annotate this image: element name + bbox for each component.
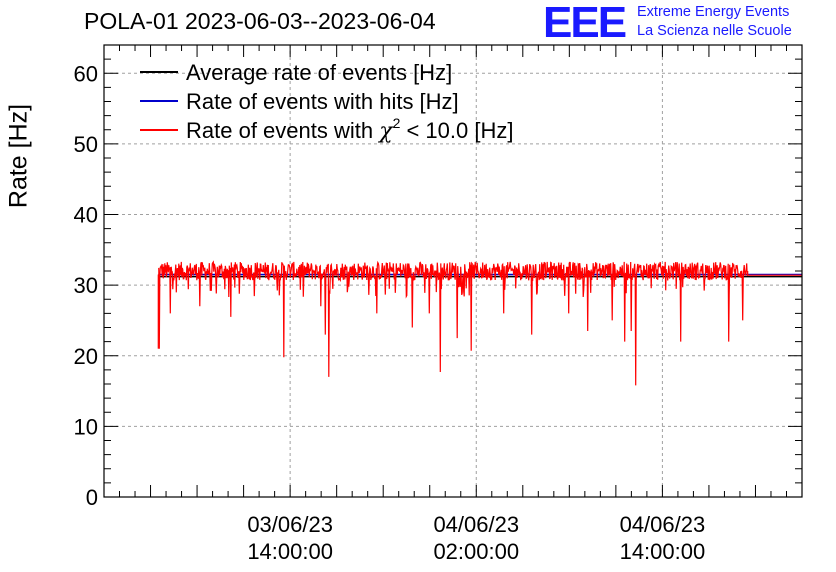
series-layer xyxy=(157,260,802,386)
series-chi2-line xyxy=(157,260,802,386)
logo-caption-line1: Extreme Energy Events xyxy=(637,4,790,20)
y-tick-label: 50 xyxy=(74,132,98,157)
eee-logo: EEE xyxy=(543,0,627,47)
y-tick-label: 10 xyxy=(74,414,98,439)
legend-label: Average rate of events [Hz] xyxy=(186,60,452,85)
y-tick-label: 60 xyxy=(74,61,98,86)
logo-caption-line2: La Scienza nelle Scuole xyxy=(637,23,792,39)
x-tick-label-date: 04/06/23 xyxy=(620,512,706,537)
chart-title: POLA-01 2023-06-03--2023-06-04 xyxy=(84,8,436,34)
y-tick-label: 40 xyxy=(74,203,98,228)
x-tick-label-time: 02:00:00 xyxy=(433,539,519,564)
legend: Average rate of events [Hz] Rate of event… xyxy=(140,60,513,144)
axes: 010203040506003/06/2314:00:0004/06/2302:… xyxy=(74,44,803,564)
x-tick-label-date: 04/06/23 xyxy=(433,512,519,537)
y-tick-label: 0 xyxy=(86,485,98,510)
x-tick-label-time: 14:00:00 xyxy=(620,539,706,564)
legend-label: Rate of events with hits [Hz] xyxy=(186,89,459,114)
legend-label: Rate of events with χ2 < 10.0 [Hz] xyxy=(186,115,513,144)
grid xyxy=(104,45,802,497)
x-tick-label-date: 03/06/23 xyxy=(247,512,333,537)
x-tick-label-time: 14:00:00 xyxy=(247,539,333,564)
y-tick-label: 20 xyxy=(74,344,98,369)
eee-logo-caption: Extreme Energy Events La Scienza nelle S… xyxy=(637,3,792,41)
y-tick-label: 30 xyxy=(74,273,98,298)
